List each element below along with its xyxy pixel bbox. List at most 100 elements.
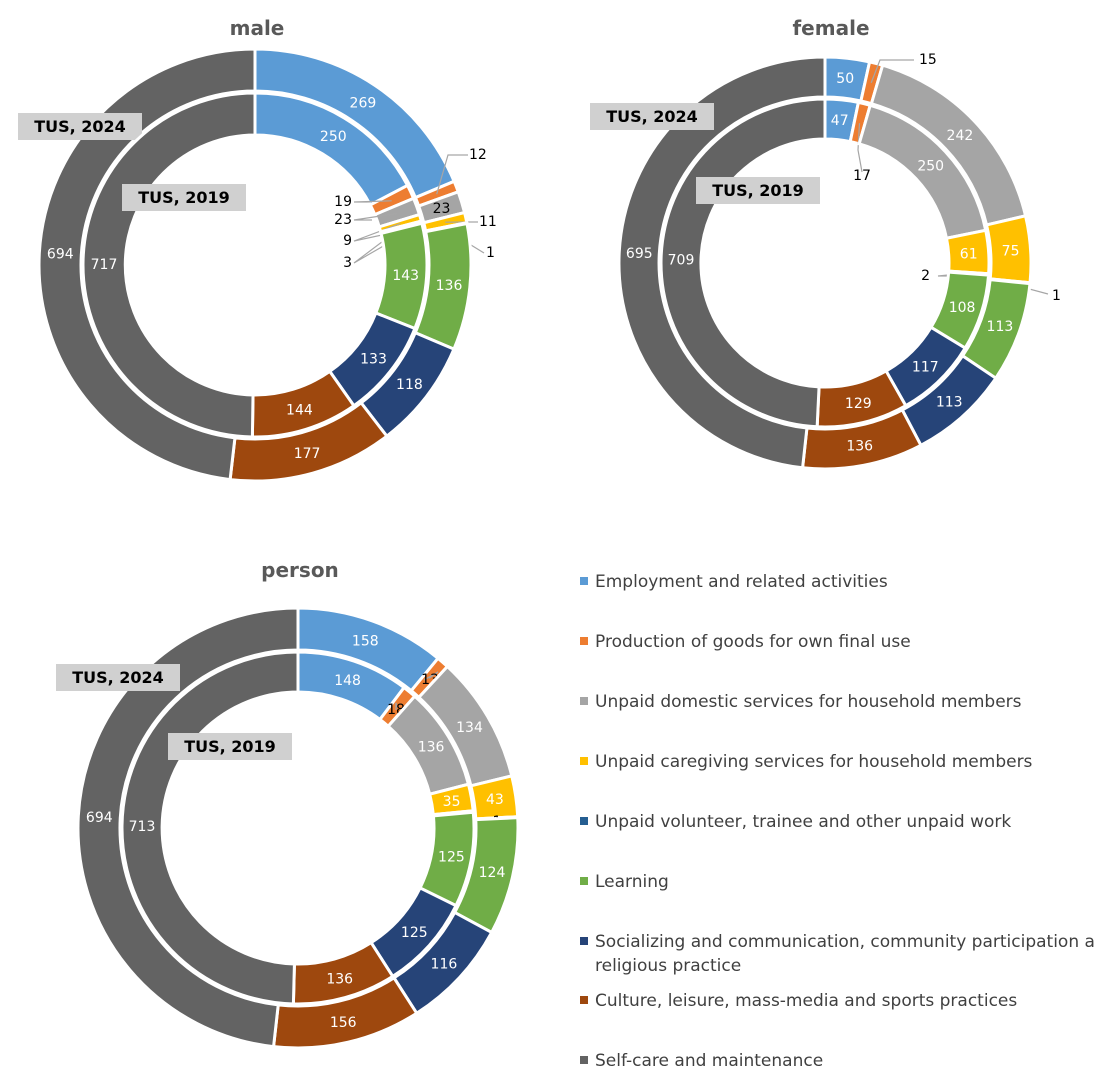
data-label-male-inner-culture: 144 (286, 402, 313, 418)
data-label-female-outer-employment: 50 (836, 71, 854, 87)
data-label-male-outer-volunteer: 1 (486, 245, 495, 261)
data-label-female-outer-self-care: 695 (626, 246, 653, 262)
data-label-person-outer-socializing: 116 (431, 956, 458, 972)
data-label-male-inner-volunteer: 3 (343, 255, 352, 271)
legend-item-employment: Employment and related activities (580, 572, 888, 592)
ring-tag-person-inner (168, 733, 292, 760)
data-label-person-inner-employment: 148 (334, 673, 361, 689)
slice-person-outer-self-care (76, 606, 300, 1049)
donut-person: person (261, 558, 339, 582)
data-label-female-inner-domestic: 250 (917, 158, 944, 174)
data-label-female-inner-learning: 108 (949, 300, 976, 316)
legend-item-volunteer: Unpaid volunteer, trainee and other unpa… (580, 812, 1011, 832)
data-label-female-inner-self-care: 709 (668, 253, 695, 269)
chart-title-female: female (792, 16, 869, 40)
data-label-male-outer-employment: 269 (350, 96, 377, 112)
ring-tag-label-person-inner: TUS, 2019 (184, 737, 276, 756)
leader-line-person-outer-production (423, 671, 439, 681)
ring-tag-label-person-outer: TUS, 2024 (72, 668, 164, 687)
legend-label-learning: Learning (595, 872, 669, 892)
ring-tag-male-outer (18, 113, 142, 140)
data-label-female-inner-employment: 47 (831, 113, 849, 129)
legend-swatch-employment (580, 577, 588, 585)
data-label-male-inner-caregiving: 9 (343, 233, 352, 249)
data-label-person-inner-learning: 125 (438, 850, 465, 866)
data-label-female-outer-volunteer: 1 (1052, 288, 1061, 304)
slice-female-outer-self-care (617, 55, 827, 470)
data-label-female-outer-production: 15 (919, 52, 937, 68)
donut-female: female (792, 16, 869, 40)
ring-tag-female-outer (590, 103, 714, 130)
data-label-male-inner-socializing: 133 (360, 352, 387, 368)
data-label-person-outer-employment: 158 (352, 634, 379, 650)
data-label-female-outer-learning: 113 (987, 319, 1014, 335)
slice-person-inner-self-care (120, 650, 300, 1006)
data-label-person-inner-culture: 136 (326, 971, 353, 987)
chart-title-male: male (230, 16, 285, 40)
leader-line-female-outer-production (870, 59, 914, 84)
leader-line-male-outer-production (436, 154, 468, 195)
data-label-male-outer-learning: 136 (436, 278, 463, 294)
donut-marks-female: 50 15 242 75 1 113 113 136 695 TUS, 2024 47 17 250 61… (590, 52, 1061, 471)
data-label-male-inner-domestic: 23 (334, 212, 352, 228)
donut-male: male (230, 16, 285, 40)
legend-label-socializing: Socializing and communication, community… (595, 932, 1094, 976)
legend-item-caregiving: Unpaid caregiving services for household… (580, 752, 1033, 772)
legend-label-caregiving: Unpaid caregiving services for household… (595, 752, 1033, 772)
data-label-male-outer-socializing: 118 (396, 377, 423, 393)
data-label-female-inner-caregiving: 61 (960, 246, 978, 262)
legend-item-domestic: Unpaid domestic services for household m… (580, 692, 1022, 712)
legend-swatch-volunteer (580, 817, 588, 825)
data-label-person-inner-self-care: 713 (129, 819, 156, 835)
data-label-person-inner-caregiving: 35 (443, 794, 461, 810)
ring-tag-male-inner (122, 184, 246, 211)
legend-swatch-socializing (580, 937, 588, 945)
data-label-female-outer-caregiving: 75 (1002, 243, 1020, 259)
legend-label-employment: Employment and related activities (595, 572, 888, 592)
data-label-male-outer-self-care: 694 (47, 247, 74, 263)
legend-label-line2: religious practice (595, 956, 741, 976)
data-label-person-outer-learning: 124 (479, 865, 506, 881)
slice-male-outer-self-care (37, 47, 257, 482)
legend-item-culture: Culture, leisure, mass-media and sports … (580, 991, 1017, 1011)
data-label-person-inner-domestic: 136 (418, 740, 445, 756)
data-label-person-outer-culture: 156 (330, 1015, 357, 1031)
data-label-female-inner-production: 17 (853, 168, 871, 184)
legend-item-self-care: Self-care and maintenance (580, 1051, 823, 1071)
data-label-male-outer-domestic: 23 (433, 201, 451, 217)
ring-tag-label-male-inner: TUS, 2019 (138, 188, 230, 207)
data-label-female-outer-culture: 136 (846, 439, 873, 455)
legend-label-culture: Culture, leisure, mass-media and sports … (595, 991, 1017, 1011)
data-label-male-inner-employment: 250 (320, 129, 347, 145)
data-label-person-outer-domestic: 134 (456, 720, 483, 736)
data-label-female-inner-culture: 129 (845, 396, 872, 412)
data-label-person-outer-caregiving: 43 (486, 792, 504, 808)
ring-tag-female-inner (696, 177, 820, 204)
leader-line-person-inner-production (395, 702, 398, 710)
data-label-male-outer-caregiving: 11 (479, 214, 497, 230)
legend-label-volunteer: Unpaid volunteer, trainee and other unpa… (595, 812, 1011, 832)
legend-swatch-culture (580, 996, 588, 1004)
legend-swatch-learning (580, 877, 588, 885)
ring-tag-label-female-outer: TUS, 2024 (606, 107, 698, 126)
leader-line-female-inner-production (857, 123, 863, 173)
legend-label-domestic: Unpaid domestic services for household m… (595, 692, 1022, 712)
leader-line-male-inner-domestic (353, 212, 398, 221)
data-label-female-outer-socializing: 113 (936, 395, 963, 411)
data-label-male-outer-culture: 177 (294, 446, 321, 462)
data-label-male-inner-self-care: 717 (91, 257, 118, 273)
legend-swatch-caregiving (580, 757, 588, 765)
ring-tag-person-outer (56, 664, 180, 691)
donut-marks-person: 15813134431124116156694TUS, 202414818136… (56, 606, 520, 1050)
chart-title-person: person (261, 558, 339, 582)
ring-tag-label-male-outer: TUS, 2024 (34, 117, 126, 136)
data-label-female-outer-domestic: 242 (947, 128, 974, 144)
ring-tag-label-female-inner: TUS, 2019 (712, 181, 804, 200)
data-label-male-outer-production: 12 (469, 147, 487, 163)
legend-item-production: Production of goods for own final use (580, 632, 911, 652)
legend-label-self-care: Self-care and maintenance (595, 1051, 823, 1071)
data-label-person-inner-socializing: 125 (401, 925, 428, 941)
